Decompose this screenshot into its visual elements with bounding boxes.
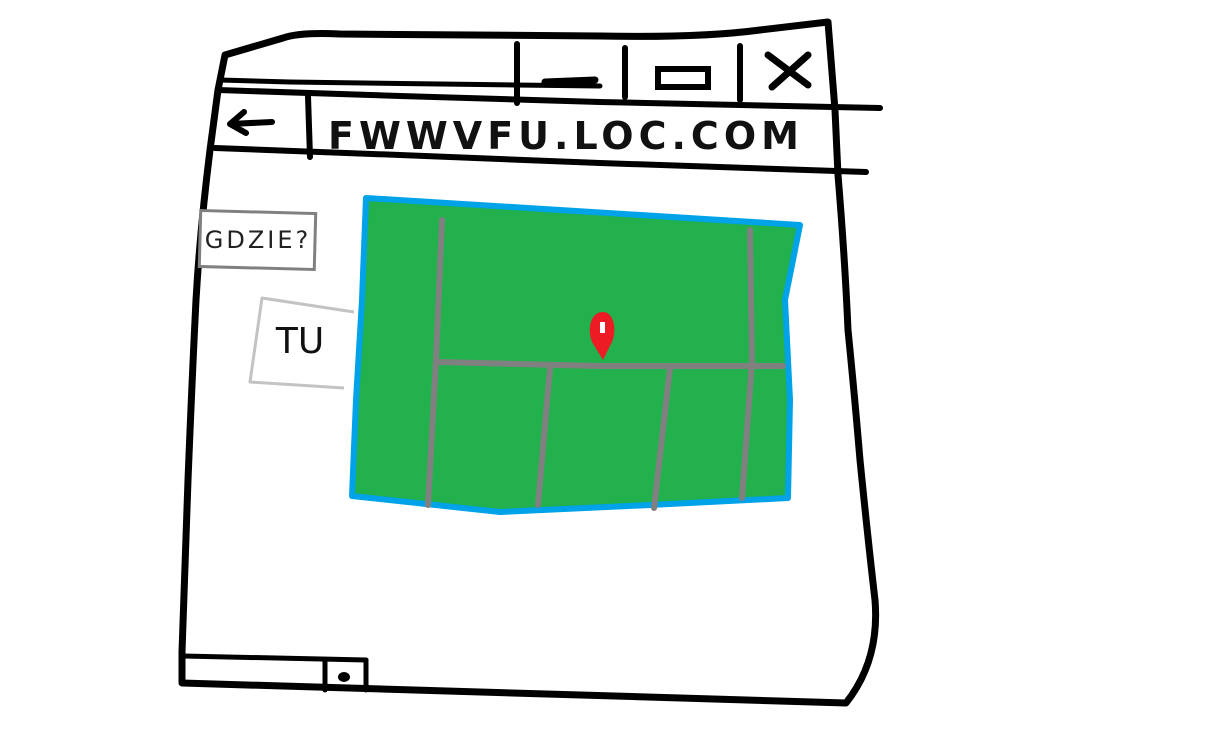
map-roads xyxy=(425,217,786,511)
titlebar-divider xyxy=(217,77,603,89)
question-label: GDZIE? xyxy=(204,226,312,254)
toolbar-separator xyxy=(305,93,313,160)
map-land xyxy=(349,195,803,515)
scroll-thumb-icon[interactable] xyxy=(338,672,350,682)
answer-field[interactable]: TU xyxy=(275,321,325,362)
window-frame xyxy=(178,18,880,707)
question-label-box xyxy=(197,208,318,272)
map-view[interactable] xyxy=(349,195,803,515)
address-bar[interactable]: FWWVFU.LOC.COM xyxy=(328,114,804,158)
maximize-icon[interactable] xyxy=(655,66,711,90)
close-icon[interactable] xyxy=(764,51,812,91)
minimize-icon[interactable] xyxy=(541,76,599,86)
toolbar-top-line xyxy=(215,87,883,111)
footer-top-line xyxy=(180,653,369,663)
window-controls xyxy=(514,41,743,106)
back-arrow-icon[interactable] xyxy=(227,109,275,136)
map-pin-icon[interactable] xyxy=(589,312,615,360)
answer-field-box[interactable] xyxy=(248,296,355,390)
